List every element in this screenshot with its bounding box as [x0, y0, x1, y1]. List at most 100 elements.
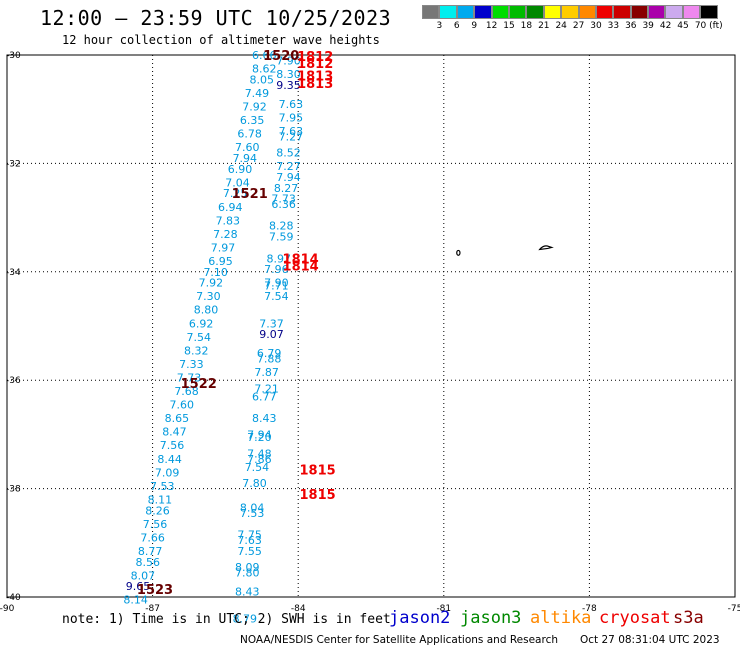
color-scale-label: 15: [503, 21, 515, 31]
swh-label: 8.04: [240, 502, 265, 515]
x-tick-label: -90: [0, 604, 15, 614]
swh-label: 7.54: [245, 461, 270, 474]
swh-label: 7.21: [254, 382, 279, 395]
swh-label: 7.63: [279, 98, 304, 111]
swh-label: 6.77: [252, 390, 277, 403]
legend-jason2: jason2: [389, 608, 451, 628]
swh-label: 9.35: [276, 79, 301, 92]
color-scale-label: 24: [555, 21, 567, 31]
color-swatch: [474, 5, 492, 19]
swh-label: 8.30: [276, 68, 301, 81]
plot-frame: [6, 54, 736, 598]
swh-label: 7.90: [276, 54, 301, 67]
swh-label: 7.73: [177, 371, 202, 384]
swh-label: 8.77: [138, 545, 163, 558]
swh-label: 7.59: [269, 231, 294, 244]
swh-label: 7.49: [245, 87, 270, 100]
color-scale-label: 42: [659, 21, 672, 31]
x-tick-label: -84: [291, 604, 306, 614]
swh-label: 7.60: [235, 141, 260, 154]
swh-label: 7.55: [237, 545, 262, 558]
x-tick-label: -87: [145, 604, 160, 614]
swh-label: 7.53: [150, 480, 175, 493]
y-tick-label: -30: [6, 51, 21, 61]
swh-label: 7.27: [276, 160, 301, 173]
swh-label: 6.36: [271, 198, 296, 211]
swh-label: 6.94: [218, 201, 243, 214]
color-swatch: [561, 5, 579, 19]
footer-note: note: 1) Time is in UTC; 2) SWH is in fe…: [62, 612, 391, 627]
swh-label: 6.66: [252, 49, 277, 62]
pass-time-label: 1520: [263, 49, 299, 64]
swh-label: 7.33: [179, 358, 204, 371]
generation-timestamp: Oct 27 08:31:04 UTC 2023: [580, 634, 720, 646]
credit-line: NOAA/NESDIS Center for Satellite Applica…: [240, 634, 558, 646]
color-scale-label: 39: [642, 21, 654, 31]
color-scale-bar: [422, 5, 718, 19]
swh-label: 8.80: [194, 304, 219, 317]
swh-label: 6.92: [189, 317, 214, 330]
color-swatch: [422, 5, 440, 19]
swh-label: 8.65: [165, 412, 190, 425]
pass-time-label: 1812: [297, 57, 333, 72]
swh-label: 7.97: [211, 241, 236, 254]
swh-label: 8.47: [162, 426, 187, 439]
swh-label: 6.90: [228, 163, 253, 176]
color-swatch: [613, 5, 631, 19]
swh-label: 6.95: [208, 255, 233, 268]
swh-label: 7.71: [264, 279, 289, 292]
swh-label: 9.65: [126, 580, 151, 593]
swh-label: 8.52: [276, 147, 301, 160]
y-tick-label: -32: [6, 159, 21, 169]
legend-s3a: s3a: [673, 608, 704, 628]
swh-label: 7.63: [279, 125, 304, 138]
y-tick-label: -34: [6, 268, 21, 278]
swh-label: 7.75: [237, 529, 262, 542]
swh-label: 8.05: [250, 73, 275, 86]
x-tick-label: -78: [582, 604, 597, 614]
swh-label: 7.96: [264, 263, 289, 276]
swh-label: 7.83: [216, 214, 241, 227]
pass-time-label: 1815: [300, 488, 336, 503]
swh-label: 7.88: [257, 353, 282, 366]
swh-label: 7.56: [143, 518, 168, 531]
swh-label: 7.37: [259, 317, 284, 330]
swh-label: 7.53: [240, 507, 265, 520]
color-swatch: [648, 5, 666, 19]
swh-label: 8.07: [131, 569, 156, 582]
swh-label: 8.27: [274, 182, 299, 195]
swh-label: 7.25: [223, 187, 248, 200]
color-swatch: [595, 5, 614, 19]
x-tick-label: -75: [728, 604, 740, 614]
pass-time-label: 1523: [137, 583, 173, 598]
chart-title: 12:00 — 23:59 UTC 10/25/2023: [40, 6, 392, 30]
color-swatch: [491, 5, 509, 19]
color-scale-label: 9: [471, 21, 478, 31]
color-swatch: [682, 5, 701, 19]
color-scale-label: 27: [572, 21, 585, 31]
color-scale-label: 33: [607, 21, 620, 31]
color-scale-label: 30: [590, 21, 602, 31]
y-tick-label: -36: [6, 376, 21, 386]
y-tick-label: -40: [6, 593, 21, 603]
color-scale-label: 12: [485, 21, 498, 31]
color-swatch: [456, 5, 475, 19]
color-swatch: [700, 5, 718, 19]
color-scale-label: 70 (ft): [694, 21, 723, 31]
swh-label: 7.60: [169, 399, 194, 412]
island-outline: [538, 245, 554, 251]
swh-label: 7.92: [242, 100, 267, 113]
swh-label: 8.09: [235, 561, 260, 574]
swh-label: 7.63: [237, 534, 262, 547]
swh-label: 7.28: [213, 228, 238, 241]
pass-time-label: 1814: [283, 259, 319, 274]
color-scale-label: 6: [453, 21, 460, 31]
swh-label: 7.80: [242, 477, 267, 490]
color-scale-label: 21: [538, 21, 550, 31]
color-swatch: [578, 5, 596, 19]
swh-label: 7.66: [140, 531, 165, 544]
swh-label: 8.43: [235, 586, 260, 599]
swh-label: 7.94: [276, 171, 301, 184]
swh-label: 8.44: [157, 453, 182, 466]
swh-label: 7.95: [279, 111, 304, 124]
